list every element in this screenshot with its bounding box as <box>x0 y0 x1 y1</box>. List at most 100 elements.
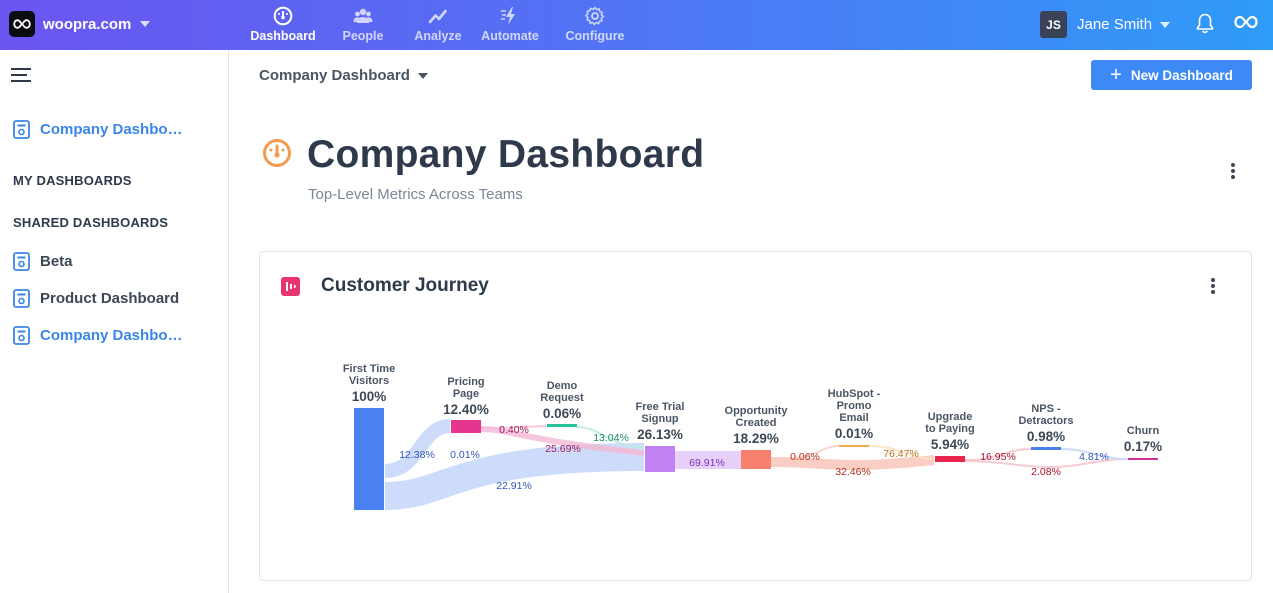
sidebar-item-current-dashboard[interactable]: Company Dashbo… <box>13 120 183 139</box>
account-switcher[interactable]: woopra.com <box>9 11 151 37</box>
label-pricing-page: Pricing Page <box>447 376 484 400</box>
node-pricing-page[interactable] <box>451 420 481 433</box>
user-menu[interactable]: JS Jane Smith <box>1040 11 1171 38</box>
plus-icon: + <box>1110 64 1122 86</box>
new-dashboard-label: New Dashboard <box>1130 67 1233 83</box>
chevron-down-icon <box>417 72 428 79</box>
flow-label: 0.40% <box>499 424 529 436</box>
sankey-chart: First Time Visitors 100% Pricing Page 12.4… <box>343 363 1162 510</box>
dashboard-selector-label: Company Dashboard <box>259 67 410 84</box>
dashboard-gauge-icon <box>263 139 291 167</box>
node-churn[interactable] <box>1128 458 1158 460</box>
woopra-logo-icon <box>9 11 35 37</box>
value-hubspot-promo-email: 0.01% <box>835 426 873 441</box>
label-free-trial-signup: Free Trial Signup <box>636 401 685 425</box>
flow-label: 0.01% <box>450 449 480 461</box>
flow-label: 4.81% <box>1079 451 1109 463</box>
label-demo-request: Demo Request <box>540 380 584 404</box>
nav-dashboard[interactable]: Dashboard <box>245 0 321 50</box>
node-hubspot-promo-email[interactable] <box>839 445 869 447</box>
label-churn: Churn <box>1127 425 1160 437</box>
node-demo-request[interactable] <box>547 424 577 427</box>
node-nps-detractors[interactable] <box>1031 447 1061 450</box>
shared-dashboards-heading: SHARED DASHBOARDS <box>13 215 169 230</box>
node-upgrade-to-paying[interactable] <box>935 456 965 462</box>
dashboard-selector[interactable]: Company Dashboard <box>259 67 428 84</box>
label-first-time-visitors: First Time Visitors <box>343 363 395 387</box>
chevron-down-icon <box>1160 21 1171 28</box>
flow-label: 2.08% <box>1031 466 1061 478</box>
dashboard-doc-icon <box>13 252 30 271</box>
sidebar-item-beta[interactable]: Beta <box>13 252 73 271</box>
card-title: Customer Journey <box>321 275 489 296</box>
nav-people[interactable]: People <box>321 0 405 50</box>
sankey-flow-labels: 12.38% 0.01% 22.91% 0.40% 25.69% 13.04% … <box>399 424 1109 492</box>
flow-label: 12.38% <box>399 449 435 461</box>
nav-analyze-label: Analyze <box>414 29 462 43</box>
bolt-icon <box>501 7 515 25</box>
value-demo-request: 0.06% <box>543 406 581 421</box>
dashboard-more-icon[interactable] <box>1230 163 1236 181</box>
sidebar: Company Dashbo… MY DASHBOARDS SHARED DAS… <box>0 50 229 593</box>
sidebar-item-label: Company Dashbo… <box>40 121 183 138</box>
flow-label: 76.47% <box>883 448 919 460</box>
sidebar-item-company-dashboard[interactable]: Company Dashbo… <box>13 326 183 345</box>
nav-people-label: People <box>342 29 384 43</box>
value-free-trial-signup: 26.13% <box>637 427 683 442</box>
flow-label: 25.69% <box>545 443 581 455</box>
label-nps-detractors: NPS -Detractors <box>1018 403 1073 427</box>
sankey-flows <box>384 419 1129 510</box>
dashboard-doc-icon <box>13 120 30 139</box>
page-subtitle: Top-Level Metrics Across Teams <box>308 186 523 203</box>
node-free-trial-signup[interactable] <box>645 446 675 472</box>
top-bar: woopra.com Dashboard People Analyze Auto… <box>0 0 1273 50</box>
flow-label: 16.95% <box>980 451 1016 463</box>
node-first-time-visitors[interactable] <box>354 408 384 510</box>
sidebar-item-label: Company Dashbo… <box>40 327 183 344</box>
sidebar-item-label: Product Dashboard <box>40 290 180 307</box>
sankey-nodes <box>354 408 1158 510</box>
nav-automate[interactable]: Automate <box>471 0 549 50</box>
infinity-icon[interactable] <box>1234 14 1258 30</box>
trend-icon <box>428 9 447 24</box>
value-first-time-visitors: 100% <box>352 389 387 404</box>
nav-configure-label: Configure <box>565 29 625 43</box>
value-upgrade-to-paying: 5.94% <box>931 437 969 452</box>
node-opportunity-created[interactable] <box>741 450 771 469</box>
flow-label: 69.91% <box>689 457 725 469</box>
value-opportunity-created: 18.29% <box>733 431 779 446</box>
flow-label: 13.04% <box>593 432 629 444</box>
avatar: JS <box>1040 11 1067 38</box>
customer-journey-card: Customer Journey <box>259 251 1252 581</box>
label-upgrade-to-paying: Upgrade to Paying <box>925 411 975 435</box>
flow-label: 0.06% <box>790 451 820 463</box>
bell-icon[interactable] <box>1196 13 1214 34</box>
nav-dashboard-label: Dashboard <box>250 29 316 43</box>
value-churn: 0.17% <box>1124 439 1162 454</box>
people-icon <box>353 8 373 23</box>
nav-automate-label: Automate <box>481 29 539 43</box>
journey-report-icon <box>281 277 300 296</box>
sidebar-item-label: Beta <box>40 253 73 270</box>
label-opportunity-created: Opportunity Created <box>725 405 789 429</box>
hamburger-menu-icon[interactable] <box>11 68 31 82</box>
sidebar-item-product-dashboard[interactable]: Product Dashboard <box>13 289 179 308</box>
nav-configure[interactable]: Configure <box>549 0 641 50</box>
flow-label: 32.46% <box>835 466 871 478</box>
chevron-down-icon <box>140 21 151 27</box>
dashboard-doc-icon <box>13 326 30 345</box>
nav-analyze[interactable]: Analyze <box>405 0 471 50</box>
main-nav: Dashboard People Analyze Automate Config… <box>245 0 641 50</box>
label-hubspot-promo-email: HubSpot -Promo Email <box>828 388 881 424</box>
user-name: Jane Smith <box>1077 16 1153 33</box>
card-more-icon[interactable] <box>1210 278 1216 296</box>
gauge-icon <box>273 6 293 26</box>
value-pricing-page: 12.40% <box>443 402 489 417</box>
value-nps-detractors: 0.98% <box>1027 429 1065 444</box>
sankey-node-labels: First Time Visitors 100% Pricing Page 12.4… <box>343 363 1162 454</box>
flow-label: 22.91% <box>496 480 532 492</box>
dashboard-doc-icon <box>13 289 30 308</box>
my-dashboards-heading: MY DASHBOARDS <box>13 173 132 188</box>
page-title: Company Dashboard <box>307 133 705 176</box>
new-dashboard-button[interactable]: + New Dashboard <box>1091 60 1252 90</box>
